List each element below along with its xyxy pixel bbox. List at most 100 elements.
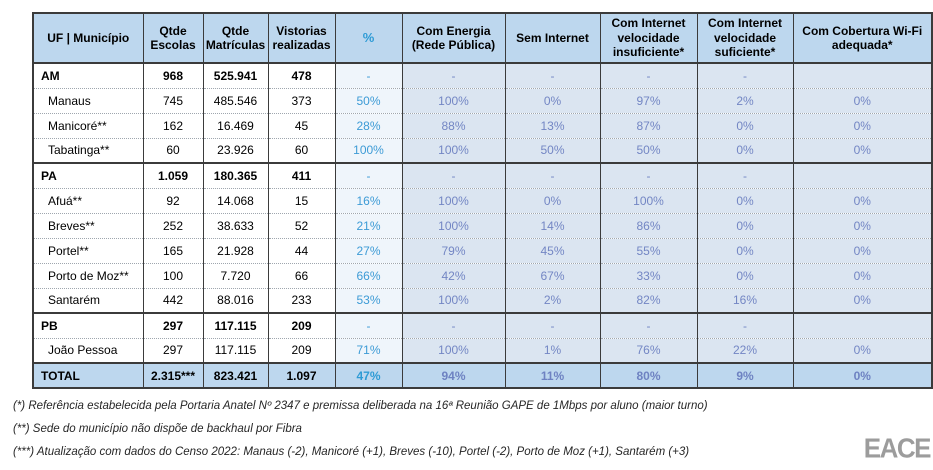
cell: - [599,312,697,338]
cell: 23.926 [202,137,268,163]
footnotes: (*) Referência estabelecida pela Portari… [13,400,893,469]
cell: 0% [792,337,932,363]
cell: 52 [267,212,335,238]
row-label: Manicoré** [33,112,143,138]
cell: 82% [599,287,697,313]
cell: 22% [696,337,793,363]
column-header-vistorias-realizadas: Vistorias realizadas [267,13,335,64]
cell: 9% [696,362,793,388]
cell: 13% [504,112,600,138]
cell: 100% [401,212,505,238]
footnote-censo-2022: (***) Atualização com dados do Censo 202… [13,446,690,458]
cell: 0% [792,87,932,113]
cell: 0% [696,112,793,138]
cell: 442 [142,287,203,313]
row-label: Porto de Moz** [33,262,143,288]
cell: - [334,162,402,188]
table-row-pa: PA 1.059 180.365 411- - - - - [33,162,932,188]
cell: - [504,62,600,88]
cell: 1.059 [142,162,203,188]
column-header-qtde-escolas: Qtde Escolas [142,13,203,64]
cell: 21.928 [202,237,268,263]
cell: - [401,162,505,188]
cell: - [696,62,793,88]
cell: 0% [792,237,932,263]
cell: 80% [599,362,697,388]
cell: 100% [334,137,402,163]
row-label: Portel** [33,237,143,263]
cell: 0% [792,287,932,313]
cell: - [696,162,793,188]
table-row-tabatinga: Tabatinga** 60 23.926 60 100% 100% 50% 50% 0% 0% [33,137,932,163]
cell: 76% [599,337,697,363]
cell: 38.633 [202,212,268,238]
column-header-qtde-matr-culas: Qtde Matrículas [202,13,268,64]
cell: 71% [334,337,402,363]
cell: 745 [142,87,203,113]
eace-logo: EACE [863,432,932,464]
cell: 16.469 [202,112,268,138]
cell: - [599,62,697,88]
table-body: AM 968 525.941 478- - - - - Manaus 745 485.546 373 5… [33,62,932,388]
row-label: PA [33,162,143,188]
table-row-porto-de-moz: Porto de Moz** 100 7.720 66 66% 42% 67% 33% 0% 0% [33,262,932,288]
cell: 97% [599,87,697,113]
cell: 0% [792,212,932,238]
cell: 100% [401,287,505,313]
cell: 88.016 [202,287,268,313]
cell: 66 [267,262,335,288]
cell: - [599,162,697,188]
cell: 209 [267,312,335,338]
cell: 117.115 [202,312,268,338]
table-row-manicor: Manicoré** 162 16.469 45 28% 88% 13% 87% 0% 0% [33,112,932,138]
cell: 88% [401,112,505,138]
cell: 45 [267,112,335,138]
column-header-com-internet-velocidade-insuficiente: Com Internet velocidade insuficiente* [599,13,697,64]
cell: 45% [504,237,600,263]
cell: 485.546 [202,87,268,113]
cell: 0% [792,137,932,163]
column-header-uf-munic-pio: UF | Município [33,13,143,64]
cell: 11% [504,362,600,388]
table-row-afu: Afuá** 92 14.068 15 16% 100% 0% 100% 0% 0% [33,187,932,213]
cell: 525.941 [202,62,268,88]
row-label: Breves** [33,212,143,238]
table-row-portel: Portel** 165 21.928 44 27% 79% 45% 55% 0% 0% [33,237,932,263]
cell: 180.365 [202,162,268,188]
cell: 2% [696,87,793,113]
footnote-anatel-reference: (*) Referência estabelecida pela Portari… [13,400,708,412]
cell: 162 [142,112,203,138]
cell: 117.115 [202,337,268,363]
cell: 0% [792,262,932,288]
cell: 27% [334,237,402,263]
row-label: João Pessoa [33,337,143,363]
cell: - [334,62,402,88]
cell: - [401,312,505,338]
cell: 0% [504,87,600,113]
cell [792,62,932,88]
cell: 100% [401,187,505,213]
cell: 92 [142,187,203,213]
cell: 0% [696,212,793,238]
cell: 16% [696,287,793,313]
cell: 50% [599,137,697,163]
cell: 7.720 [202,262,268,288]
cell: 0% [696,237,793,263]
cell: 67% [504,262,600,288]
cell: - [696,312,793,338]
cell: 100% [401,137,505,163]
cell: 0% [792,187,932,213]
cell [792,312,932,338]
table-row-am: AM 968 525.941 478- - - - - [33,62,932,88]
column-header-com-energia-rede-p-blica: Com Energia (Rede Pública) [401,13,505,64]
cell: 100% [599,187,697,213]
cell: 0% [696,187,793,213]
cell: 66% [334,262,402,288]
cell: 86% [599,212,697,238]
column-header-com-cobertura-wi-fi-adequada: Com Cobertura Wi-Fi adequada* [792,13,932,64]
cell: 233 [267,287,335,313]
cell: 44 [267,237,335,263]
footnote-backhaul-fibra: (**) Sede do município não dispõe de bac… [13,423,302,435]
cell: 2% [504,287,600,313]
row-label: Afuá** [33,187,143,213]
